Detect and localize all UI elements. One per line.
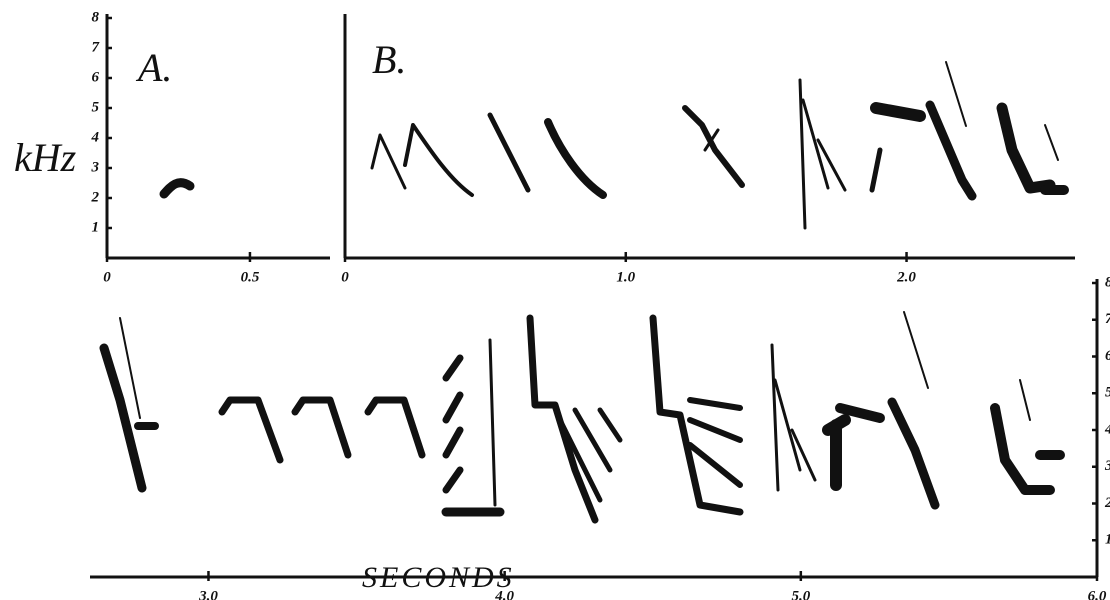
y-tick-label: 4 (1104, 421, 1110, 437)
x-tick-label: 1.0 (616, 269, 635, 285)
y-tick-label: 7 (1105, 311, 1110, 327)
y-tick-label: 8 (92, 9, 100, 25)
y-tick-label: 6 (92, 69, 100, 85)
x-tick-label: 0.5 (241, 269, 260, 285)
y-tick-label: 3 (91, 159, 100, 175)
x-tick-label: 0 (341, 269, 349, 285)
x-tick-label: 0 (103, 269, 111, 285)
y-tick-label: 1 (1105, 532, 1110, 548)
y-tick-label: 6 (1105, 348, 1110, 364)
y-tick-label: 2 (1104, 495, 1110, 511)
spectrogram-traces (99, 61, 1069, 524)
y-tick-label: 5 (92, 99, 100, 115)
x-tick-label: 4.0 (494, 588, 514, 600)
axis (105, 14, 330, 260)
x-tick-label: 3.0 (198, 588, 218, 600)
panel-label: B. (372, 37, 406, 82)
x-tick-label: 5.0 (791, 588, 810, 600)
x-tick-label: 2.0 (896, 269, 916, 285)
y-tick-label: 4 (91, 129, 100, 145)
axis (90, 279, 1099, 579)
y-tick-label: 5 (1105, 385, 1110, 401)
y-tick-label: 7 (92, 39, 100, 55)
y-tick-label: 3 (1104, 458, 1110, 474)
y-axis-label: kHz (14, 135, 77, 180)
x-tick-label: 6.0 (1088, 588, 1107, 600)
y-tick-label: 1 (92, 219, 100, 235)
axis (343, 14, 1075, 260)
panel-label: A. (135, 45, 172, 90)
y-tick-label: 2 (91, 189, 100, 205)
y-tick-label: 8 (1105, 274, 1110, 290)
